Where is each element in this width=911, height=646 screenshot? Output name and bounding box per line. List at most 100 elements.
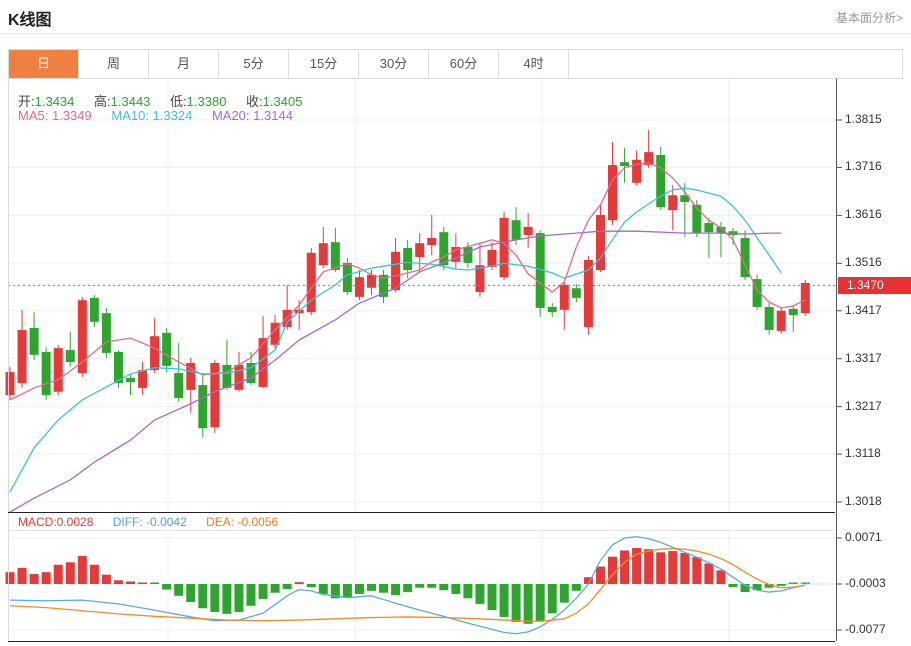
macd-legend: MACD:0.0028 DIFF: -0.0042 DEA: -0.0056 [18,515,294,529]
tab-5min[interactable]: 5分 [219,50,289,78]
tab-week[interactable]: 周 [79,50,149,78]
macd-bar [752,584,762,591]
page-title: K线图 [8,12,52,29]
candle-body [547,306,557,313]
candle-body [656,154,666,208]
tab-15min[interactable]: 15分 [289,50,359,78]
candle-body [342,262,352,293]
macd-bar [608,556,617,584]
macd-bar [668,551,678,584]
macd-bar [379,584,389,593]
title-separator [0,33,911,34]
fundamental-analysis-link[interactable]: 基本面分析> [835,11,903,25]
candle-body [632,159,642,183]
candle-body [692,204,702,234]
candle-body [29,328,39,355]
ohlc-legend: 开:1.3434 高:1.3443 低:1.3380 收:1.3405 [18,91,318,110]
candle-body [101,313,111,353]
high-readout: 高:1.3443 [94,94,151,109]
macd-bar [595,566,605,584]
candle-body [234,364,244,390]
price-axis-label: 1.3118 [845,446,881,461]
candle-body [41,351,51,396]
macd-bar [632,547,642,584]
macd-bar [17,567,27,584]
macd-bar [415,584,425,588]
tab-4hour[interactable]: 4时 [499,50,569,78]
price-axis-label: 1.3516 [845,255,882,270]
macd-bar [53,564,63,584]
macd-axis-label: -0.0003 [845,576,886,590]
macd-bar [583,577,593,584]
candle-body [764,306,774,330]
candle-body [53,348,63,392]
macd-bar [318,584,328,594]
candle-body [535,233,545,308]
overlay-line [9,536,806,635]
macd-bar [716,570,726,584]
macd-bar [126,581,135,584]
macd-bar [704,563,714,584]
ma-legend: MA5: 1.3349 MA10: 1.3324 MA20: 1.3144 [18,108,309,123]
ma10-readout: MA10: 1.3324 [111,108,193,123]
candle-body [523,226,533,236]
candle-body [17,329,27,384]
candle-body [487,249,497,268]
macd-bar [499,584,509,617]
macd-bar [29,574,39,584]
macd-bar [198,584,208,609]
macd-bar [367,584,376,591]
candle-body [258,338,268,387]
period-tabbar: 日 周 月 5分 15分 30分 60分 4时 [8,49,903,79]
price-axis-label: 1.3616 [845,207,882,222]
macd-bar [306,584,316,588]
macd-bar [282,584,292,589]
macd-bar [644,549,654,584]
tab-day[interactable]: 日 [9,50,79,78]
candle-body [210,363,220,428]
tab-month[interactable]: 月 [149,50,219,78]
tab-60min[interactable]: 60分 [429,50,499,78]
macd-bar [620,550,630,584]
macd-axis-label: 0.0071 [845,530,882,544]
ma20-readout: MA20: 1.3144 [211,108,293,123]
candle-body [270,322,280,345]
candle-body [198,385,208,429]
macd-bar [764,584,774,588]
tab-30min[interactable]: 30分 [359,50,429,78]
candle-body [740,237,750,278]
macd-bar [77,556,87,584]
price-axis-label: 1.3217 [845,398,882,413]
candle-body [162,332,172,366]
macd-bar [535,584,545,621]
macd-bar [138,582,148,584]
close-readout: 收:1.3405 [246,94,303,109]
macd-bar [5,572,15,584]
candle-body [65,350,75,363]
candle-body [222,364,232,388]
macd-bar [150,582,160,584]
macd-bar [740,584,750,593]
macd-bar [258,584,268,599]
candle-body [150,336,160,371]
macd-bar [354,584,364,594]
price-axis-label: 1.3417 [845,302,882,317]
candle-body [306,252,316,313]
candle-body [451,247,461,262]
overlay-line [9,547,806,622]
macd-bar [41,572,51,584]
macd-bar [523,584,533,624]
macd-bar [559,584,569,603]
candle-body [680,195,690,202]
macd-bar [656,552,666,584]
macd-bar [210,584,220,612]
macd-bar [800,582,810,584]
macd-bar [294,582,304,584]
dea-readout: DEA: -0.0056 [206,515,279,529]
macd-bar [113,580,123,584]
macd-bar [439,584,449,591]
candle-body [89,297,99,322]
diff-readout: DIFF: -0.0042 [112,515,187,529]
